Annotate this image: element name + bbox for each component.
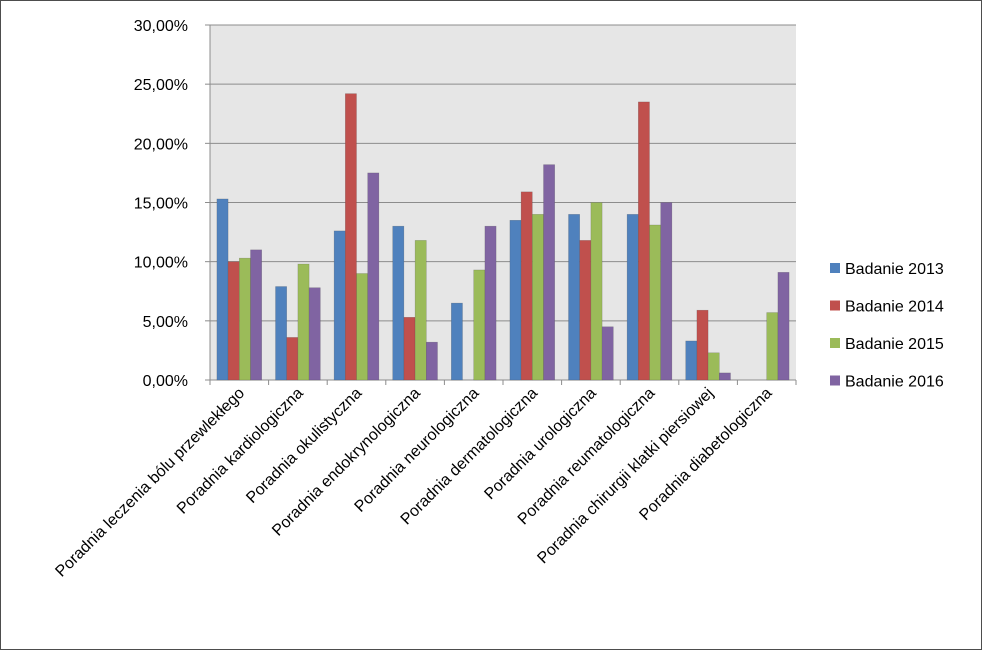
bar-badanie-2015 bbox=[414, 240, 427, 381]
bar-badanie-2014 bbox=[696, 309, 709, 381]
bar-badanie-2016 bbox=[601, 326, 614, 381]
bar-badanie-2016 bbox=[308, 287, 321, 381]
y-tick-label: 5,00% bbox=[143, 314, 188, 331]
bar-badanie-2013 bbox=[275, 286, 287, 381]
bar-badanie-2013 bbox=[392, 225, 405, 381]
bar-badanie-2016 bbox=[426, 341, 438, 381]
bar-badanie-2013 bbox=[685, 340, 698, 381]
legend-swatch bbox=[830, 300, 840, 311]
y-tick-label: 15,00% bbox=[134, 196, 188, 213]
bar-badanie-2013 bbox=[626, 214, 639, 381]
bar-badanie-2014 bbox=[638, 101, 650, 381]
y-tick-label: 25,00% bbox=[134, 77, 188, 94]
bar-badanie-2013 bbox=[333, 230, 346, 381]
y-tick-label: 0,00% bbox=[143, 373, 188, 390]
bar-badanie-2016 bbox=[719, 372, 731, 381]
legend-label: Badanie 2013 bbox=[845, 261, 944, 278]
bar-badanie-2013 bbox=[451, 302, 463, 381]
legend-label: Badanie 2014 bbox=[845, 299, 944, 316]
bar-badanie-2013 bbox=[568, 214, 580, 381]
bar-badanie-2014 bbox=[227, 261, 240, 381]
legend-swatch bbox=[830, 263, 840, 273]
bar-badanie-2016 bbox=[367, 172, 380, 381]
y-tick-label: 30,00% bbox=[134, 18, 188, 35]
bar-badanie-2015 bbox=[532, 214, 544, 381]
x-category-label: Poradnia okulistyczna bbox=[243, 385, 365, 507]
bar-badanie-2015 bbox=[649, 224, 661, 381]
bar-badanie-2015 bbox=[590, 202, 603, 381]
legend-swatch bbox=[830, 338, 840, 348]
bar-badanie-2014 bbox=[520, 191, 533, 381]
bar-badanie-2016 bbox=[250, 249, 262, 381]
bar-badanie-2015 bbox=[356, 273, 368, 381]
x-category-label: Poradnia urologiczna bbox=[481, 385, 599, 503]
y-tick-label: 10,00% bbox=[134, 255, 188, 272]
bar-badanie-2016 bbox=[660, 202, 673, 381]
legend-label: Badanie 2015 bbox=[845, 336, 944, 353]
bar-badanie-2013 bbox=[216, 198, 229, 381]
bar-badanie-2016 bbox=[543, 164, 555, 381]
bar-badanie-2015 bbox=[239, 257, 251, 381]
y-tick-label: 20,00% bbox=[134, 136, 188, 153]
bar-badanie-2015 bbox=[297, 263, 310, 381]
bar-badanie-2015 bbox=[766, 312, 779, 381]
bar-badanie-2016 bbox=[777, 272, 790, 381]
bar-badanie-2013 bbox=[509, 220, 522, 381]
bar-badanie-2015 bbox=[707, 352, 720, 381]
bar-badanie-2016 bbox=[484, 225, 497, 381]
legend-swatch bbox=[830, 375, 840, 386]
bar-badanie-2014 bbox=[579, 240, 592, 381]
bar-badanie-2015 bbox=[473, 269, 486, 381]
legend-label: Badanie 2016 bbox=[845, 374, 944, 391]
bar-badanie-2014 bbox=[345, 93, 357, 381]
bar-badanie-2014 bbox=[286, 337, 299, 381]
bar-badanie-2014 bbox=[403, 317, 416, 381]
